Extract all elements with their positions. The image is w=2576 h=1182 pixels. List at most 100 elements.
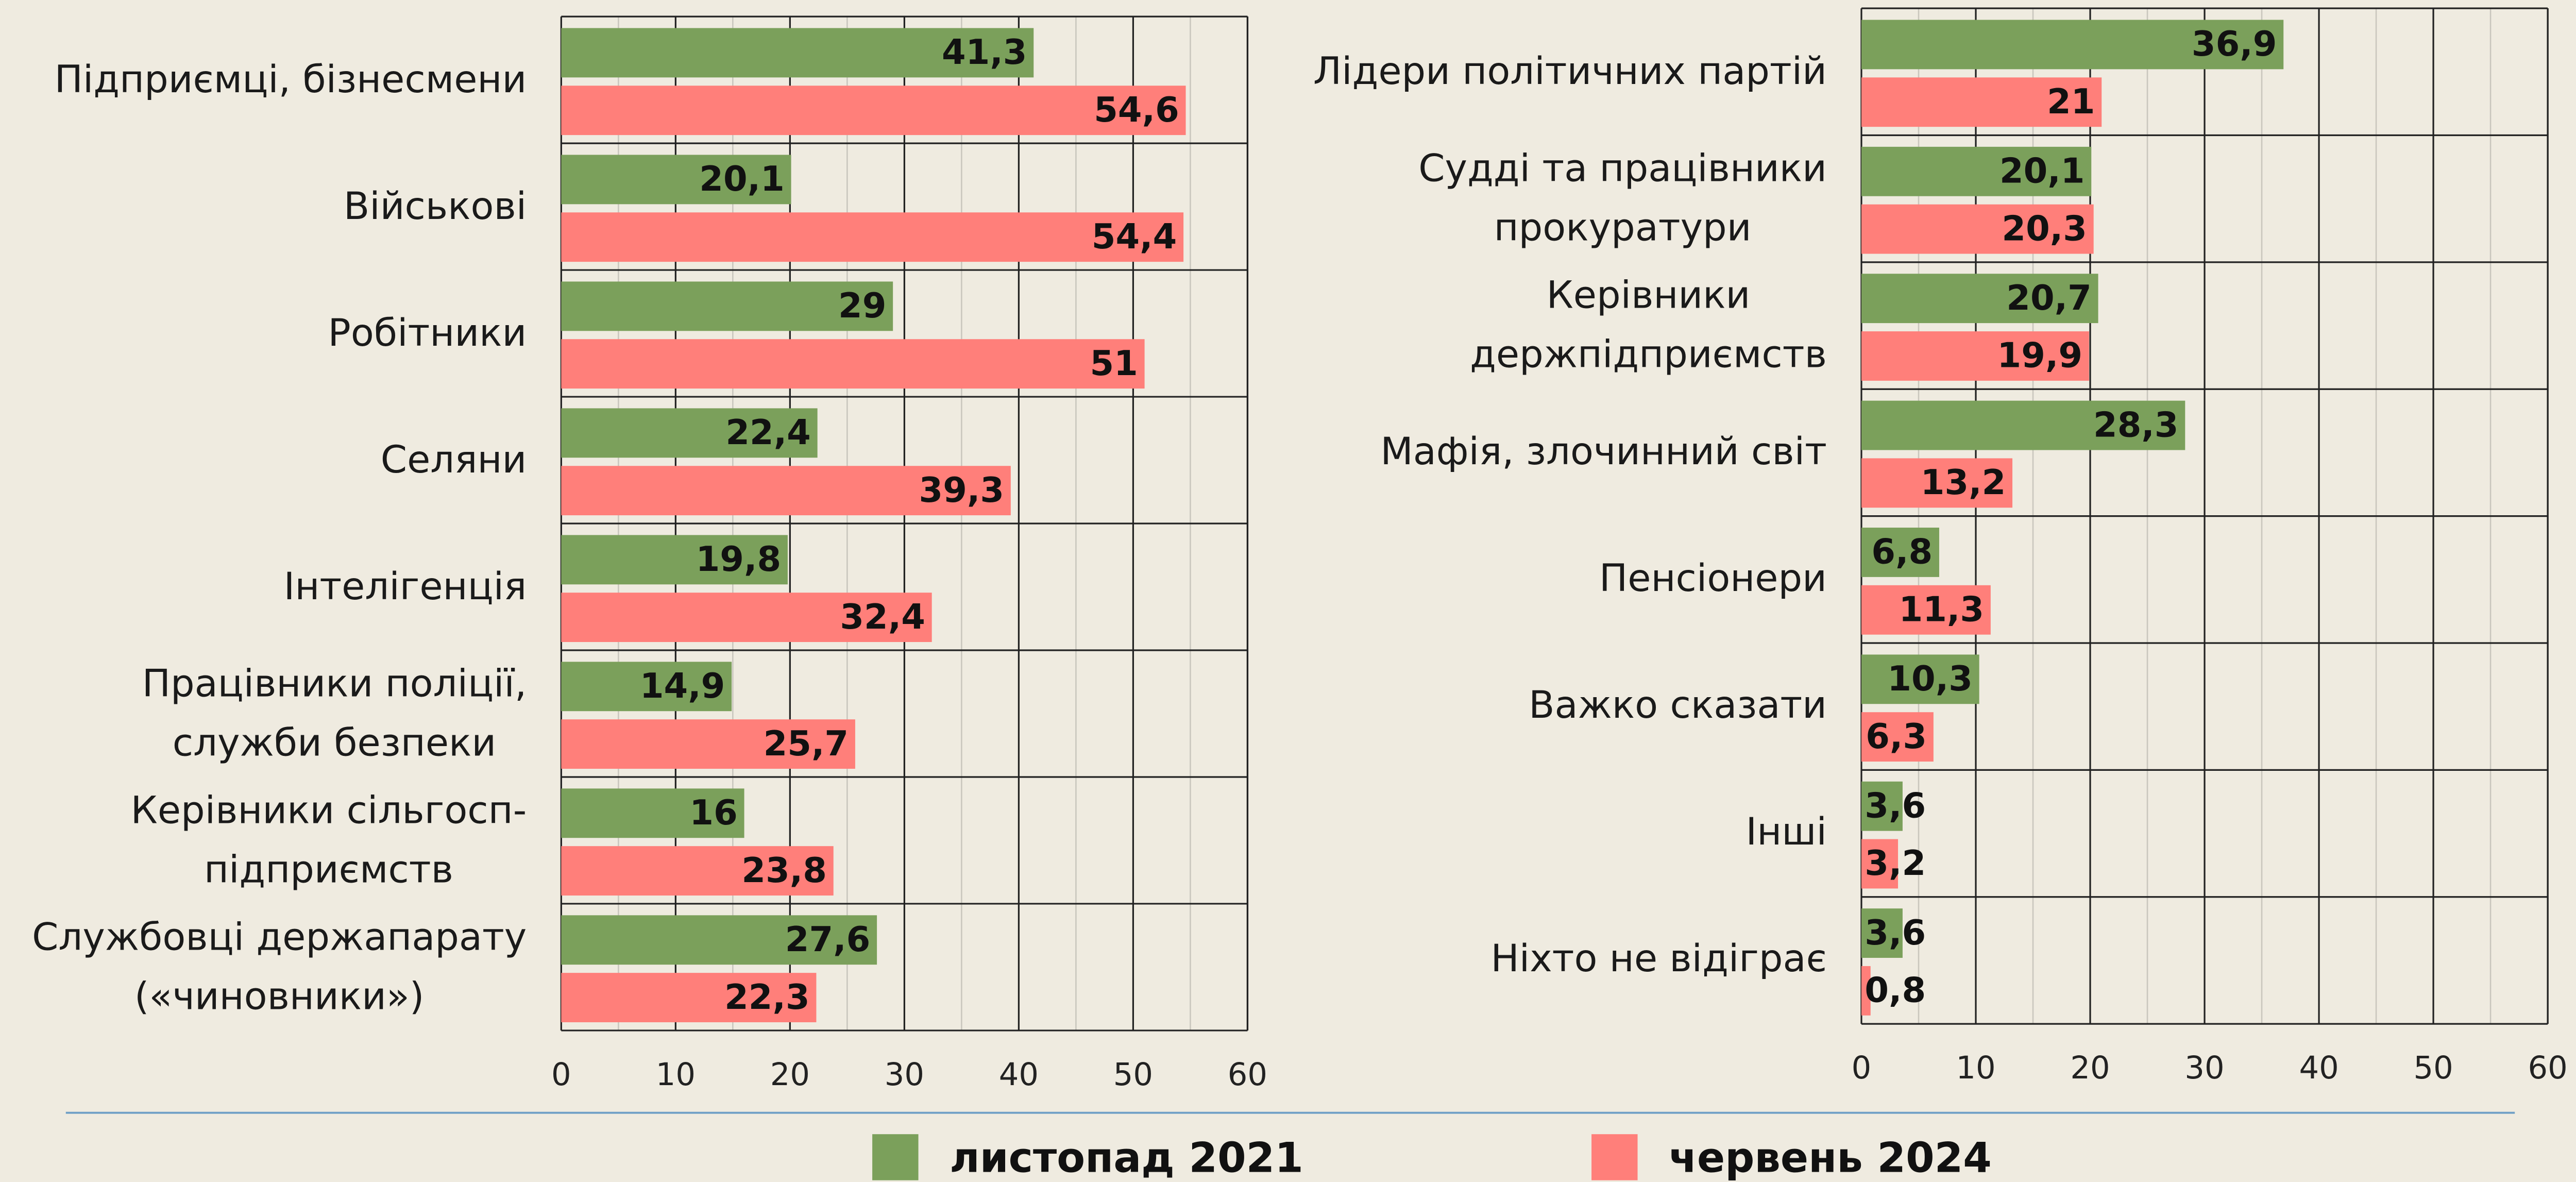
value-label: 0,8 bbox=[1865, 970, 1926, 1010]
bar bbox=[1861, 331, 2089, 381]
value-label: 54,4 bbox=[1092, 216, 1177, 257]
bar bbox=[561, 86, 1186, 136]
bar bbox=[561, 719, 855, 769]
bar bbox=[561, 662, 732, 712]
bar bbox=[561, 846, 834, 896]
bar bbox=[1861, 654, 1979, 704]
bar bbox=[561, 281, 893, 331]
bar bbox=[1861, 585, 1991, 635]
category-label-wrap: Мафія, злочинний світ bbox=[1251, 389, 1827, 516]
x-tick-label: 30 bbox=[2184, 1050, 2224, 1086]
category-label-box: Підприємці, бізнесмени bbox=[54, 58, 527, 102]
x-tick-label: 50 bbox=[2413, 1050, 2453, 1086]
category-label-wrap: Селяни bbox=[0, 397, 527, 524]
category-label: Судді та працівники прокуратури bbox=[1418, 147, 1827, 250]
category-label: Керівники держпідприємств bbox=[1470, 275, 1827, 377]
bar bbox=[1861, 274, 2098, 324]
bar bbox=[1861, 204, 2094, 254]
category-label-box: Керівники держпідприємств bbox=[1251, 262, 1827, 389]
category-label-box: Інші bbox=[1251, 770, 1827, 897]
category-label-wrap: Службовці держапарату («чиновники») bbox=[0, 904, 527, 1031]
category-label-wrap: Працівники поліції, служби безпеки bbox=[0, 650, 527, 777]
category-label-box: Керівники сільгосп- підприємств bbox=[0, 777, 527, 904]
category-label: Службовці держапарату («чиновники») bbox=[32, 916, 527, 1018]
value-label: 54,6 bbox=[1094, 90, 1179, 130]
bar bbox=[1861, 712, 1934, 762]
value-label: 16 bbox=[689, 792, 737, 833]
category-label: Військові bbox=[343, 185, 527, 228]
category-label: Мафія, злочинний світ bbox=[1380, 431, 1827, 474]
value-label: 6,3 bbox=[1866, 716, 1927, 756]
category-label-wrap: Керівники держпідприємств bbox=[1251, 262, 1827, 389]
bar bbox=[1861, 908, 1903, 958]
category-label: Лідери політичних партій bbox=[1313, 50, 1827, 93]
value-label: 28,3 bbox=[2093, 404, 2179, 445]
bar bbox=[561, 535, 788, 585]
bar bbox=[1861, 458, 2013, 508]
bar bbox=[561, 915, 877, 965]
value-label: 19,9 bbox=[1997, 335, 2083, 376]
category-label-wrap: Робітники bbox=[0, 270, 527, 397]
bar bbox=[1861, 528, 1939, 577]
value-label: 10,3 bbox=[1887, 658, 1973, 699]
bar bbox=[561, 212, 1184, 262]
value-label: 27,6 bbox=[785, 919, 871, 959]
legend-label: листопад 2021 bbox=[950, 1134, 1303, 1181]
value-label: 13,2 bbox=[1921, 462, 2006, 502]
x-tick-label: 20 bbox=[2070, 1050, 2110, 1086]
value-label: 22,4 bbox=[725, 412, 811, 452]
category-label-box: Судді та працівники прокуратури bbox=[1251, 136, 1827, 262]
category-label: Підприємці, бізнесмени bbox=[54, 58, 527, 102]
bar bbox=[1861, 400, 2185, 450]
category-label-wrap: Інші bbox=[1251, 770, 1827, 897]
category-label-box: Мафія, злочинний світ bbox=[1251, 389, 1827, 516]
bar bbox=[1861, 966, 1871, 1016]
category-label-box: Лідери політичних партій bbox=[1251, 8, 1827, 135]
x-tick-label: 10 bbox=[656, 1057, 696, 1093]
x-tick-label: 20 bbox=[770, 1057, 810, 1093]
bar bbox=[1861, 781, 1903, 831]
bar bbox=[1861, 20, 2284, 70]
category-label: Інші bbox=[1745, 812, 1827, 855]
x-tick-label: 60 bbox=[1228, 1057, 1267, 1093]
category-label-box: Працівники поліції, служби безпеки bbox=[0, 650, 527, 777]
value-label: 51 bbox=[1090, 343, 1138, 383]
x-tick-label: 10 bbox=[1956, 1050, 1995, 1086]
value-label: 6,8 bbox=[1871, 532, 1933, 572]
category-label: Ніхто не відіграє bbox=[1490, 939, 1827, 982]
category-label: Працівники поліції, служби безпеки bbox=[142, 662, 527, 765]
bar bbox=[1861, 839, 1899, 889]
category-label: Керівники сільгосп- підприємств bbox=[130, 789, 527, 891]
bar bbox=[561, 339, 1145, 389]
category-label-wrap: Військові bbox=[0, 143, 527, 270]
category-label: Робітники bbox=[328, 312, 527, 355]
category-label-wrap: Керівники сільгосп- підприємств bbox=[0, 777, 527, 904]
x-tick-label: 30 bbox=[885, 1057, 924, 1093]
value-label: 25,7 bbox=[764, 723, 849, 764]
value-label: 39,3 bbox=[919, 470, 1005, 510]
category-label-wrap: Інтелігенція bbox=[0, 524, 527, 650]
bar bbox=[561, 973, 817, 1022]
value-label: 3,6 bbox=[1865, 785, 1926, 825]
value-label: 20,3 bbox=[2002, 208, 2087, 248]
x-tick-label: 40 bbox=[2299, 1050, 2338, 1086]
category-label-box: Військові bbox=[0, 143, 527, 270]
x-tick-label: 50 bbox=[1113, 1057, 1153, 1093]
bar bbox=[561, 408, 818, 458]
category-label-box: Робітники bbox=[0, 270, 527, 397]
value-label: 36,9 bbox=[2192, 24, 2277, 64]
bar bbox=[561, 466, 1011, 516]
x-tick-label: 0 bbox=[551, 1057, 571, 1093]
legend-swatch bbox=[1591, 1134, 1638, 1180]
bar bbox=[561, 788, 744, 838]
category-label-wrap: Судді та працівники прокуратури bbox=[1251, 136, 1827, 262]
value-label: 21 bbox=[2047, 81, 2095, 122]
value-label: 20,1 bbox=[699, 159, 785, 199]
category-label-wrap: Пенсіонери bbox=[1251, 516, 1827, 643]
category-label-wrap: Важко сказати bbox=[1251, 643, 1827, 770]
value-label: 22,3 bbox=[724, 977, 810, 1017]
category-label-wrap: Лідери політичних партій bbox=[1251, 8, 1827, 135]
value-label: 3,6 bbox=[1865, 913, 1926, 953]
